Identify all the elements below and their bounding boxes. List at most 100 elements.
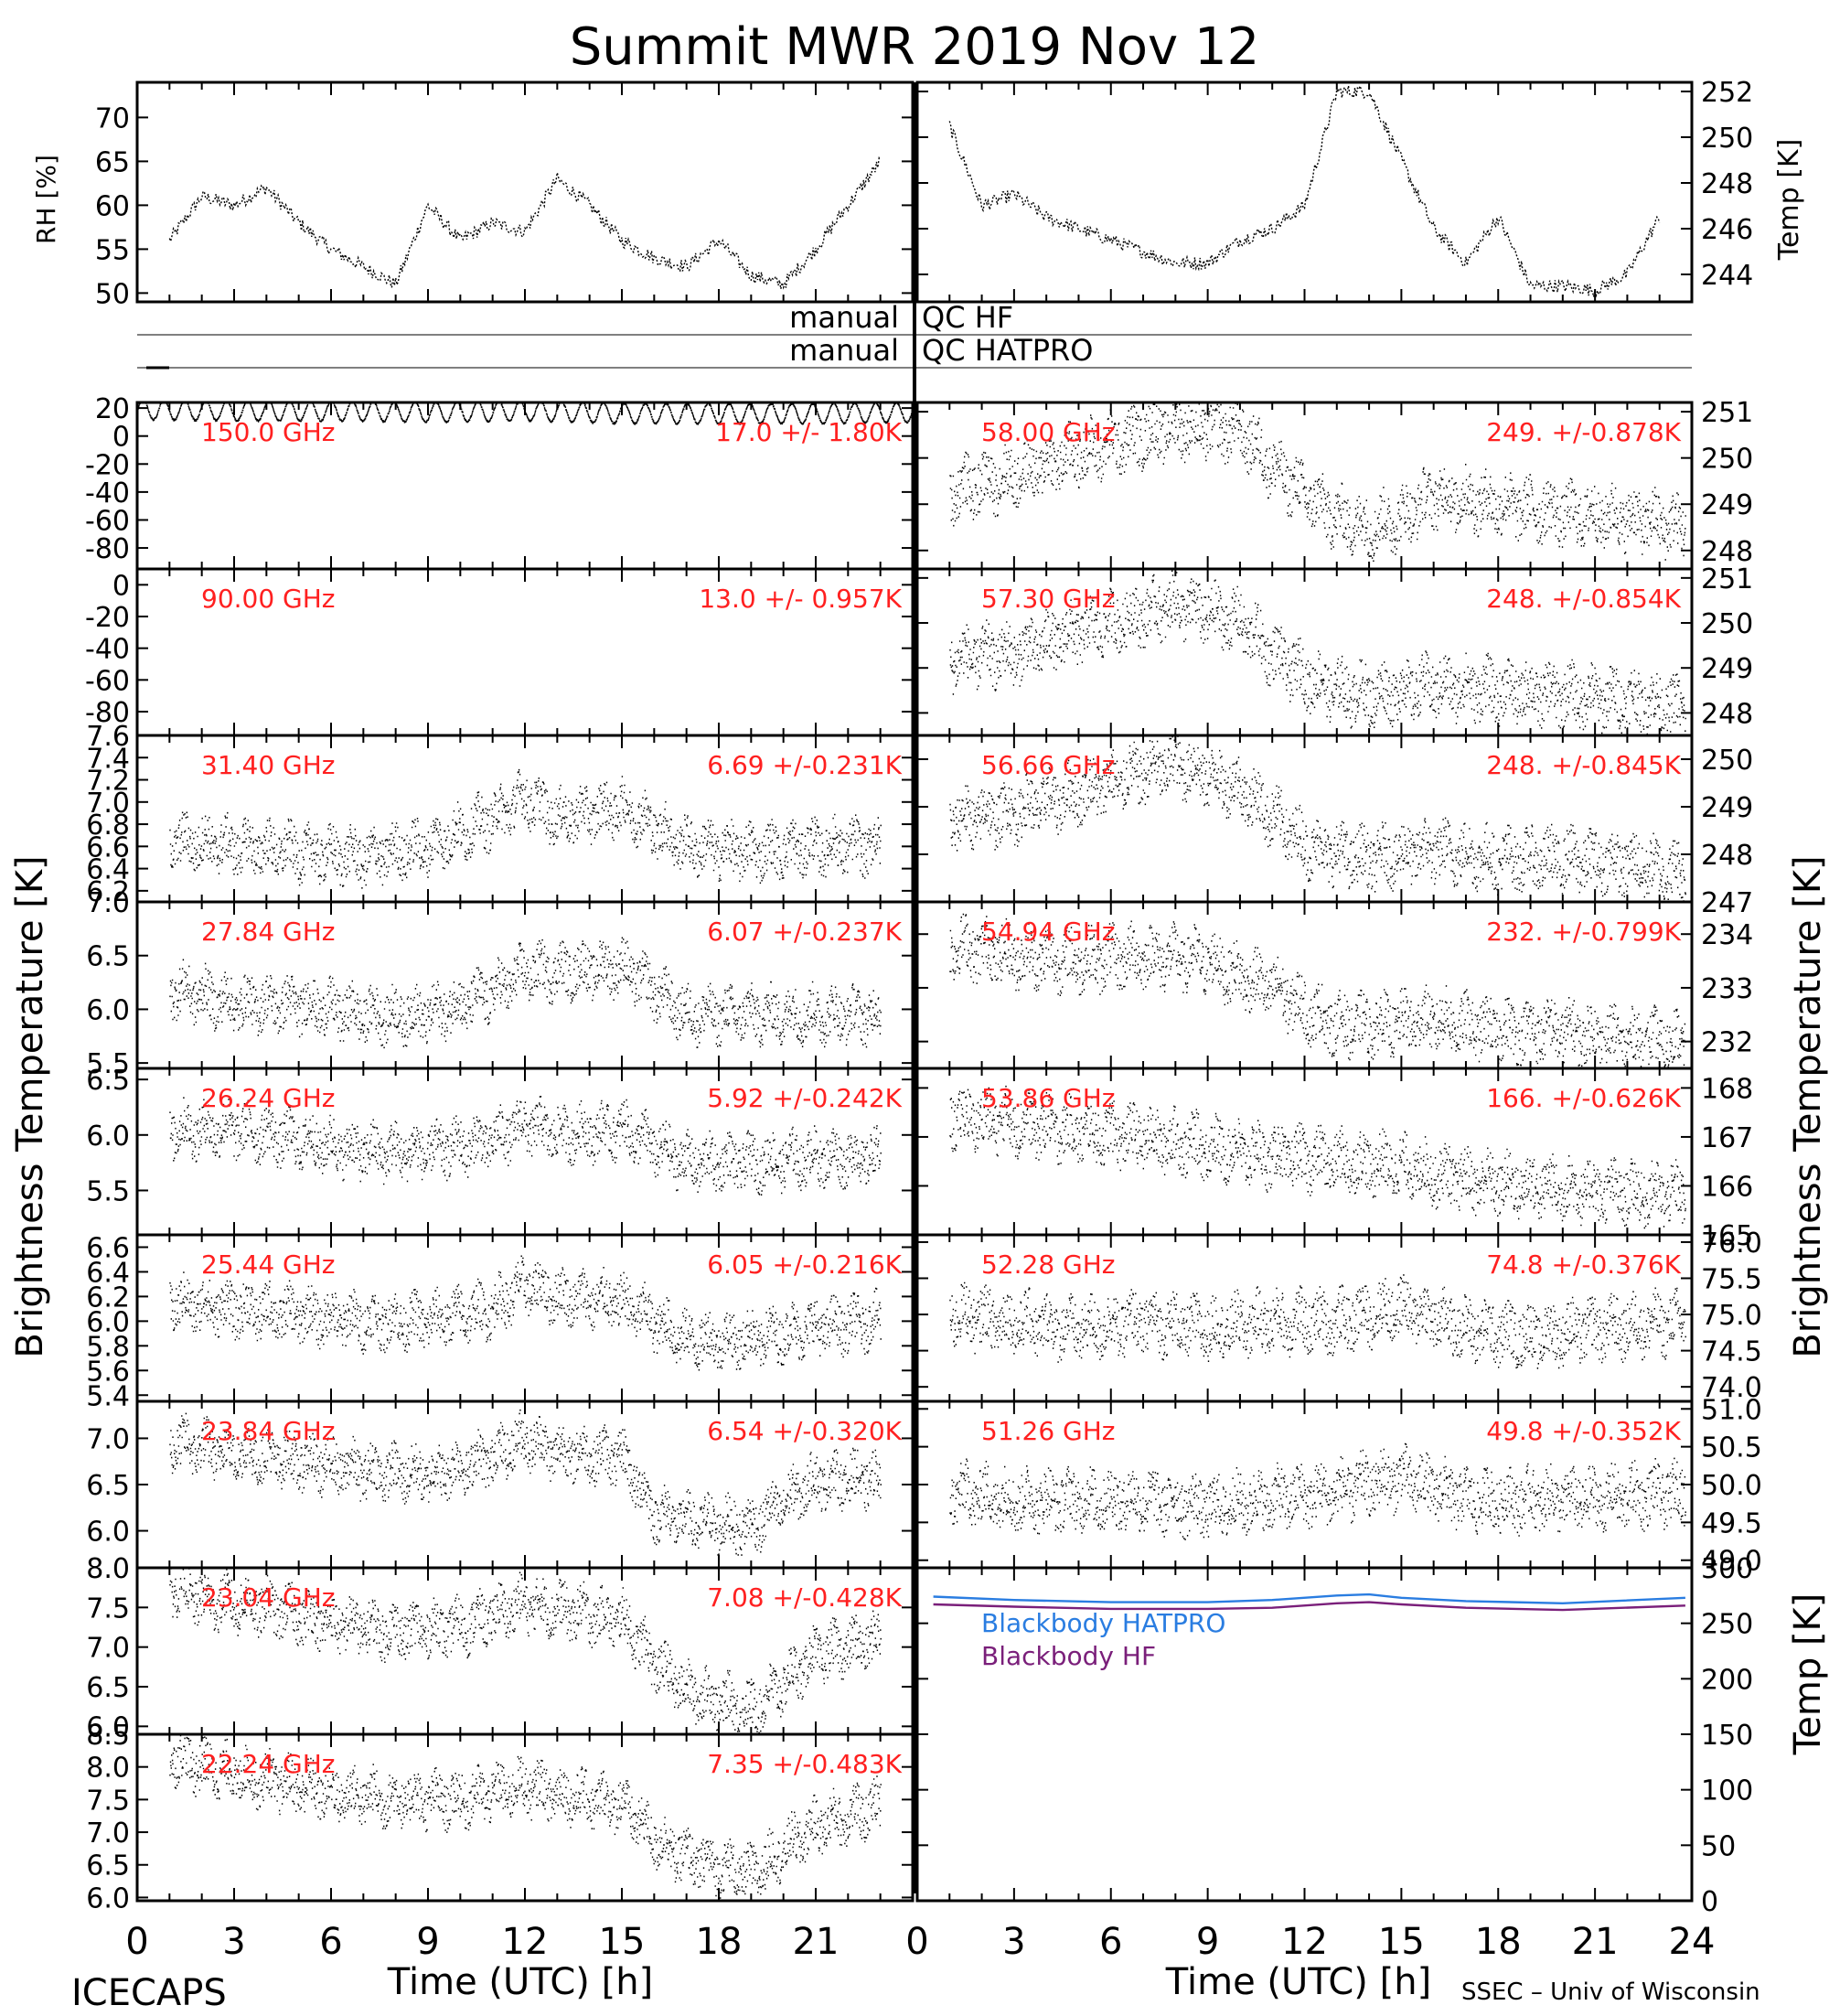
panel-51-26-ghz-y-tick-label: 50.5 — [1701, 1432, 1762, 1464]
panel-54-94-ghz-stats-label: 232. +/-0.799K — [1486, 917, 1681, 947]
qc-hatpro-manual-label: manual — [789, 333, 899, 368]
panel-25-44-ghz-y-tick-label: 5.6 — [86, 1356, 130, 1388]
panel-56-66-ghz-y-tick-label: 249 — [1701, 792, 1753, 824]
panel-27-84-ghz-frequency-label: 27.84 GHz — [201, 917, 336, 947]
panel-90-00-ghz-y-tick-label: -60 — [85, 665, 130, 697]
legend-blackbody-hf: Blackbody HF — [981, 1641, 1156, 1671]
x-tick-label-right: 9 — [1196, 1921, 1219, 1963]
rh-panel-trace — [168, 155, 882, 290]
x-tick-label-left: 3 — [222, 1921, 245, 1963]
brightness-temperature-label-left: Brightness Temperature [K] — [9, 855, 51, 1357]
panel-23-84-ghz-points — [169, 1409, 882, 1556]
panel-31-40-ghz-frequency-label: 31.40 GHz — [201, 750, 336, 780]
panel-22-24-ghz-y-tick-label: 6.0 — [86, 1882, 130, 1914]
footer-left-label: ICECAPS — [71, 1972, 227, 2012]
panel-27-84-ghz-y-tick-label: 5.5 — [86, 1048, 130, 1080]
panel-23-04-ghz-y-tick-label: 7.0 — [86, 1633, 130, 1665]
panel-52-28-ghz-axes: 76.075.5 75.0 74.5 74.0 — [915, 1228, 1762, 1404]
panel-150-0-ghz-y-tick-label: 0 — [112, 422, 130, 454]
panel-51-26-ghz-stats-label: 49.8 +/-0.352K — [1486, 1416, 1681, 1446]
temp-axis-label-bottom: Temp [K] — [1787, 1593, 1829, 1756]
x-tick-label-right: 18 — [1475, 1921, 1522, 1963]
panel-52-28-ghz-points — [949, 1274, 1686, 1369]
panel-57-30-ghz-y-tick-label: 250 — [1701, 608, 1753, 640]
panels-layer: 5055606570244246248250252200-20-40-60-80… — [85, 77, 1762, 1963]
panel-52-28-ghz-y-tick-label: 74.0 — [1701, 1372, 1762, 1404]
panel-26-24-ghz-points — [169, 1096, 882, 1196]
panel-53-86-ghz-axes: 168 167 166 165 — [915, 1067, 1753, 1252]
panel-57-30-ghz-y-tick-label: 249 — [1701, 653, 1753, 685]
blackbody-panel-y-tick-label: 150 — [1701, 1720, 1753, 1752]
panel-31-40-ghz-y-tick-label: 7.2 — [86, 766, 130, 798]
panel-56-66-ghz-points — [949, 735, 1686, 903]
x-tick-label-right: 12 — [1281, 1921, 1328, 1963]
panel-150-0-ghz-y-tick-label: -80 — [85, 533, 130, 565]
panel-51-26-ghz-y-tick-label: 51.0 — [1701, 1394, 1762, 1426]
panel-25-44-ghz-y-tick-label: 6.4 — [86, 1257, 130, 1289]
panel-53-86-ghz-stats-label: 166. +/-0.626K — [1486, 1083, 1681, 1113]
x-axis-label-right: Time (UTC) [h] — [1165, 1961, 1431, 2003]
panel-23-84-ghz-y-tick-label: 6.5 — [86, 1470, 130, 1502]
panel-22-24-ghz-y-tick-label: 6.5 — [86, 1850, 130, 1882]
panel-25-44-ghz-points — [169, 1255, 882, 1371]
temp-panel-y-tick-label: 244 — [1701, 260, 1753, 292]
panel-25-44-ghz-frequency-label: 25.44 GHz — [201, 1249, 336, 1280]
chart-title: Summit MWR 2019 Nov 12 — [570, 17, 1260, 77]
panel-23-84-ghz-stats-label: 6.54 +/-0.320K — [707, 1416, 902, 1446]
panel-150-0-ghz-frequency-label: 150.0 GHz — [201, 417, 336, 447]
panel-26-24-ghz-y-tick-label: 5.5 — [86, 1175, 130, 1207]
panel-26-24-ghz-frequency-label: 26.24 GHz — [201, 1083, 336, 1113]
blackbody-panel-y-tick-label: 250 — [1701, 1609, 1753, 1641]
panel-56-66-ghz-frequency-label: 56.66 GHz — [981, 750, 1116, 780]
panel-31-40-ghz-y-tick-label: 7.4 — [86, 743, 130, 775]
panel-57-30-ghz-stats-label: 248. +/-0.854K — [1486, 584, 1681, 614]
panel-58-00-ghz-frequency-label: 58.00 GHz — [981, 417, 1116, 447]
panel-27-84-ghz-y-tick-label: 6.5 — [86, 941, 130, 973]
panel-58-00-ghz-stats-label: 249. +/-0.878K — [1486, 417, 1681, 447]
panel-31-40-ghz-y-tick-label: 6.8 — [86, 810, 130, 842]
panel-27-84-ghz-axes: 7.0 6.5 6.0 5.5 — [86, 887, 914, 1080]
blackbody-panel-y-tick-label: 0 — [1701, 1886, 1718, 1918]
legend-blackbody-hatpro: Blackbody HATPRO — [981, 1608, 1225, 1638]
panel-150-0-ghz-y-tick-label: -20 — [85, 449, 130, 481]
x-tick-label-left: 0 — [125, 1921, 148, 1963]
panel-31-40-ghz-points — [169, 768, 882, 889]
panel-52-28-ghz-stats-label: 74.8 +/-0.376K — [1486, 1249, 1681, 1280]
panel-25-44-ghz-y-tick-label: 5.8 — [86, 1331, 130, 1363]
panel-51-26-ghz-y-tick-label: 49.0 — [1701, 1546, 1762, 1578]
panel-53-86-ghz-points — [949, 1085, 1686, 1229]
panel-22-24-ghz-frequency-label: 22.24 GHz — [201, 1749, 336, 1779]
panel-53-86-ghz-y-tick-label: 165 — [1701, 1220, 1753, 1252]
x-tick-label-left: 9 — [416, 1921, 439, 1963]
panel-27-84-ghz-points — [169, 937, 882, 1049]
x-tick-label-right: 21 — [1572, 1921, 1619, 1963]
blackbody-series-blackbody-hatpro — [933, 1592, 1685, 1605]
panel-58-00-ghz-y-tick-label: 248 — [1701, 536, 1753, 568]
panel-58-00-ghz-y-tick-label: 251 — [1701, 397, 1753, 429]
panel-56-66-ghz-y-tick-label: 247 — [1701, 887, 1753, 919]
qc-hf-manual-label: manual — [789, 300, 899, 335]
panel-90-00-ghz-y-tick-label: -80 — [85, 697, 130, 729]
panel-31-40-ghz-y-tick-label: 7.0 — [86, 788, 130, 820]
panel-23-04-ghz-y-tick-label: 8.0 — [86, 1553, 130, 1585]
panel-58-00-ghz-y-tick-label: 250 — [1701, 444, 1753, 476]
panel-51-26-ghz-y-tick-label: 49.5 — [1701, 1507, 1762, 1539]
x-tick-label-left: 15 — [599, 1921, 646, 1963]
panel-31-40-ghz-y-tick-label: 6.2 — [86, 876, 130, 908]
panel-54-94-ghz-y-tick-label: 232 — [1701, 1027, 1753, 1059]
panel-31-40-ghz-y-tick-label: 6.6 — [86, 831, 130, 863]
panel-25-44-ghz-y-tick-label: 6.2 — [86, 1281, 130, 1314]
panel-31-40-ghz-y-tick-label: 6.4 — [86, 854, 130, 886]
panel-150-0-ghz-y-tick-label: -60 — [85, 505, 130, 537]
blackbody-panel-y-tick-label: 300 — [1701, 1553, 1753, 1585]
panel-31-40-ghz-stats-label: 6.69 +/-0.231K — [707, 750, 902, 780]
panel-22-24-ghz-y-tick-label: 8.5 — [86, 1720, 130, 1752]
panel-150-0-ghz-stats-label: 17.0 +/- 1.80K — [715, 417, 902, 447]
panel-52-28-ghz-frequency-label: 52.28 GHz — [981, 1249, 1116, 1280]
brightness-temperature-label-right: Brightness Temperature [K] — [1787, 855, 1829, 1357]
panel-54-94-ghz-frequency-label: 54.94 GHz — [981, 917, 1116, 947]
panel-22-24-ghz-points — [169, 1733, 882, 1900]
panel-54-94-ghz-points — [949, 913, 1686, 1069]
panel-54-94-ghz-y-tick-label: 234 — [1701, 919, 1753, 951]
